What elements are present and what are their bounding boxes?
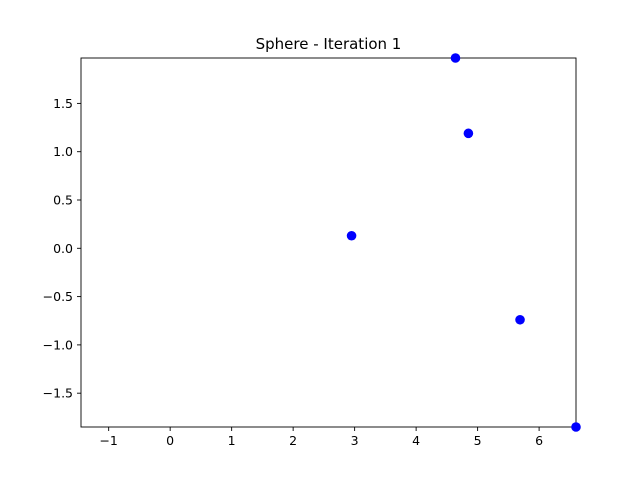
data-points (346, 53, 581, 432)
x-tick-label: 5 (474, 433, 482, 448)
x-tick-label: 3 (351, 433, 359, 448)
scatter-point (346, 230, 357, 241)
y-tick-label: 1.5 (53, 96, 73, 111)
x-tick-label: 4 (412, 433, 420, 448)
y-tick-label: 0.5 (53, 192, 73, 207)
y-tick-label: −1.5 (43, 386, 73, 401)
scatter-point (450, 53, 461, 63)
x-tick-label: 6 (535, 433, 543, 448)
plot-frame (80, 57, 577, 428)
x-tick-label: 1 (228, 433, 236, 448)
y-tick-label: −1.0 (43, 337, 73, 352)
scatter-point (463, 128, 474, 139)
x-tick-label: 0 (166, 433, 174, 448)
scatter-point (515, 314, 525, 325)
x-tick-label: 2 (289, 433, 297, 448)
x-tick-label: −1 (99, 433, 117, 448)
chart-title: Sphere - Iteration 1 (256, 35, 402, 53)
axes: −1 0 1 2 3 4 5 6 −1.5 −1.0 −0.5 0.0 0.5 1.0 1.5 (43, 57, 577, 448)
y-tick-label: 0.0 (53, 241, 73, 256)
scatter-point (571, 422, 581, 432)
y-tick-label: −0.5 (43, 289, 73, 304)
y-tick-label: 1.0 (53, 144, 73, 159)
